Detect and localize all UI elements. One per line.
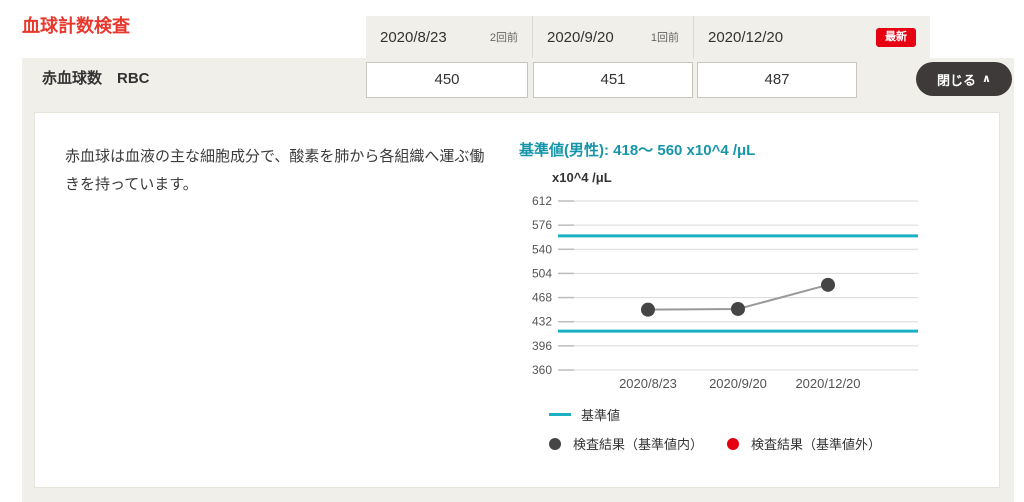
svg-text:x10^4 /μL: x10^4 /μL	[552, 170, 612, 185]
date-label: 2020/8/23	[380, 28, 447, 46]
legend-row-reference: 基準値	[549, 405, 881, 424]
legend-label-in-range: 検査結果（基準値内）	[573, 437, 704, 452]
date-label: 2020/9/20	[547, 28, 614, 46]
visits-ago-tag: 2回前	[489, 32, 518, 44]
test-name-label: 赤血球数 RBC	[42, 70, 150, 87]
page-title: 血球計数検査	[22, 16, 130, 36]
reference-range-label: 基準値(男性): 418〜 560 x10^4 /μL	[519, 142, 756, 159]
reference-line-swatch	[549, 413, 571, 416]
detail-panel: 赤血球は血液の主な細胞成分で、酸素を肺から各組織へ運ぶ働きを持っています。 基準…	[34, 112, 1000, 488]
svg-text:2020/12/20: 2020/12/20	[795, 376, 860, 391]
latest-badge: 最新	[876, 27, 916, 47]
date-header: 2020/8/23 2回前 2020/9/20 1回前 2020/12/20 最…	[366, 16, 930, 58]
date-label: 2020/12/20	[708, 28, 784, 46]
test-description: 赤血球は血液の主な細胞成分で、酸素を肺から各組織へ運ぶ働きを持っています。	[65, 148, 485, 193]
svg-text:612: 612	[532, 194, 552, 208]
rbc-test-row[interactable]: 赤血球数 RBC 450 451 487 閉じる ∧	[22, 58, 1014, 100]
result-value-cell: 451	[533, 62, 693, 98]
close-button-label: 閉じる	[937, 72, 977, 88]
svg-text:360: 360	[532, 363, 552, 377]
legend-label-out-range: 検査結果（基準値外）	[751, 437, 882, 452]
date-column-3: 2020/12/20 最新	[693, 16, 930, 58]
chart-legend: 基準値 検査結果（基準値内） 検査結果（基準値外）	[549, 405, 881, 463]
visits-ago-tag: 1回前	[650, 32, 679, 44]
svg-text:432: 432	[532, 315, 552, 329]
in-range-dot-icon	[549, 437, 561, 450]
chevron-up-icon: ∧	[982, 72, 991, 85]
close-button[interactable]: 閉じる ∧	[916, 62, 1012, 96]
out-of-range-dot-icon	[727, 437, 740, 450]
date-column-1: 2020/8/23 2回前	[366, 16, 532, 58]
svg-text:504: 504	[532, 266, 552, 280]
svg-text:396: 396	[532, 339, 552, 353]
result-value-cell: 487	[697, 62, 857, 98]
legend-row-results: 検査結果（基準値内） 検査結果（基準値外）	[549, 434, 881, 453]
result-value-cell: 450	[366, 62, 528, 98]
svg-text:468: 468	[532, 291, 552, 305]
svg-text:576: 576	[532, 218, 552, 232]
legend-label-reference: 基準値	[581, 408, 621, 423]
svg-text:2020/8/23: 2020/8/23	[619, 376, 677, 391]
svg-text:540: 540	[532, 242, 552, 256]
svg-text:2020/9/20: 2020/9/20	[709, 376, 767, 391]
date-column-2: 2020/9/20 1回前	[532, 16, 693, 58]
detail-container: 赤血球は血液の主な細胞成分で、酸素を肺から各組織へ運ぶ働きを持っています。 基準…	[22, 100, 1014, 502]
